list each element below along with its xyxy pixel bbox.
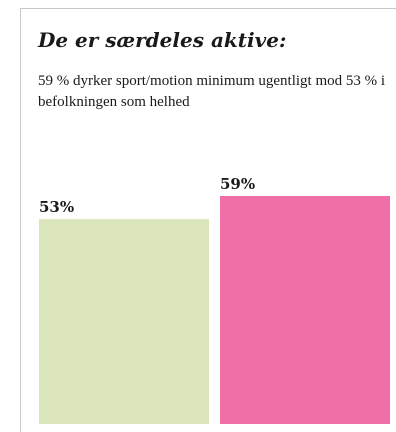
chart-title: De er særdeles aktive: [38,28,287,52]
chart-frame [20,8,396,432]
bar-1 [39,219,209,424]
bar-2-value-label: 59% [220,175,255,193]
bar-1-value-label: 53% [39,198,74,216]
bar-2 [220,196,390,424]
chart-subtitle: 59 % dyrker sport/motion minimum ugentli… [38,73,386,110]
